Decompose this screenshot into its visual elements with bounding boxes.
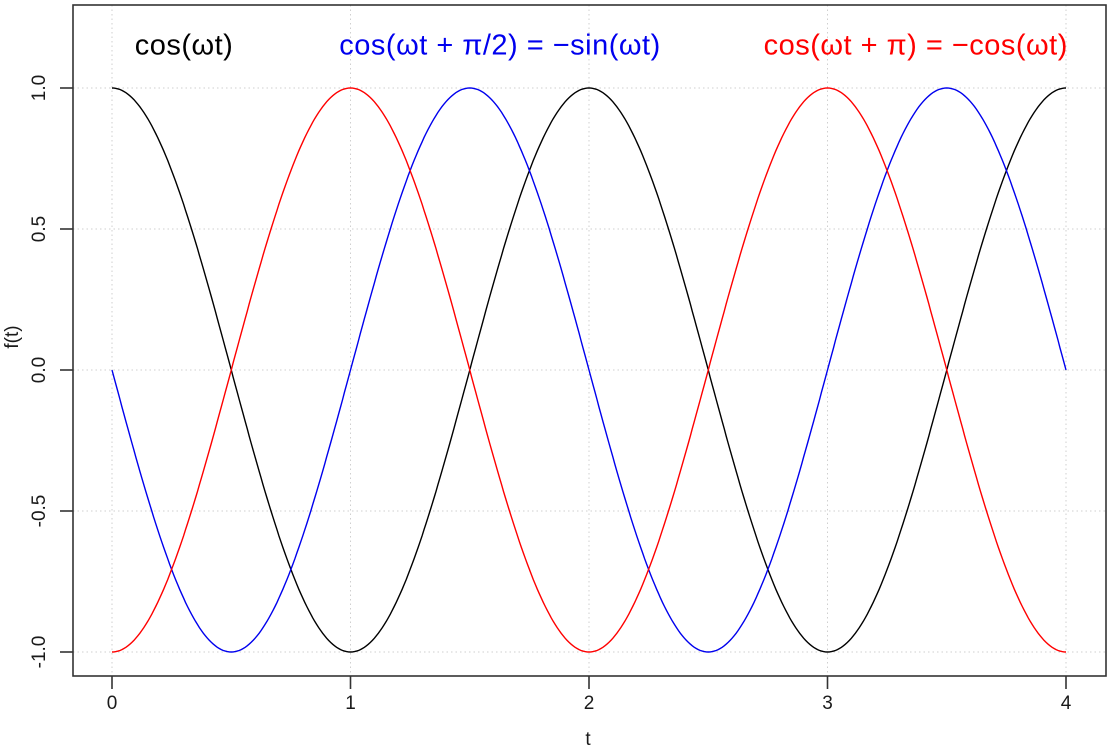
y-axis-title: f(t) bbox=[2, 325, 23, 349]
series-curve-2 bbox=[111, 87, 1067, 653]
plot-border bbox=[72, 4, 1107, 677]
series-curve-0 bbox=[111, 87, 1067, 653]
x-tick-label: 1 bbox=[345, 693, 356, 714]
x-axis-title: t bbox=[585, 729, 591, 750]
curve-label-cos-wt-plus-half-pi: cos(ωt + π/2) = −sin(ωt) bbox=[339, 29, 661, 62]
series-curve-1 bbox=[111, 87, 1067, 653]
y-tick-label: -1.0 bbox=[29, 636, 50, 669]
x-tick-label: 0 bbox=[107, 693, 118, 714]
curve-label-cos-wt: cos(ωt) bbox=[134, 29, 234, 62]
y-tick-label: 0.5 bbox=[29, 216, 50, 242]
x-tick-label: 2 bbox=[584, 693, 595, 714]
x-tick-label: 4 bbox=[1061, 693, 1072, 714]
y-tick-label: 0.0 bbox=[29, 357, 50, 383]
y-tick-label: 1.0 bbox=[29, 75, 50, 101]
x-tick-label: 3 bbox=[822, 693, 833, 714]
curve-label-cos-wt-plus-pi: cos(ωt + π) = −cos(ωt) bbox=[763, 29, 1068, 62]
y-tick-label: -0.5 bbox=[29, 495, 50, 528]
